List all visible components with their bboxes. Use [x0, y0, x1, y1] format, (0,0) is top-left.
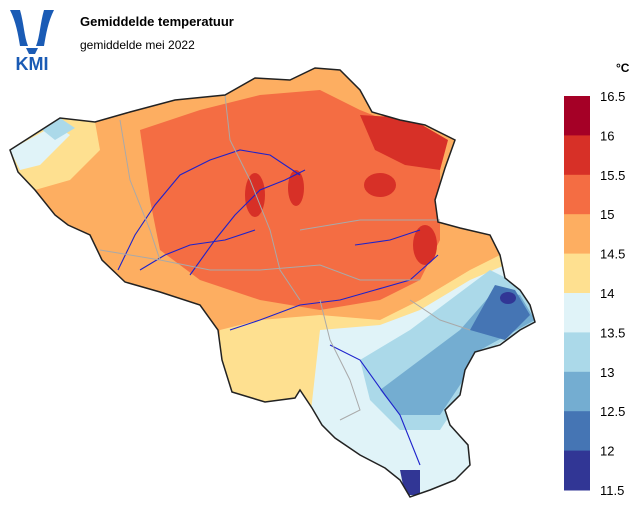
legend-tick-label: 12 — [600, 444, 614, 459]
legend-tick-label: 13 — [600, 365, 614, 380]
legend-unit: °C — [616, 61, 630, 75]
legend-swatch — [564, 450, 590, 491]
legend-tick-label: 14.5 — [600, 247, 625, 262]
rivers — [117, 149, 439, 466]
legend-tick-label: 14 — [600, 286, 614, 301]
legend-tick-label: 16.5 — [600, 89, 625, 104]
legend-tick-label: 15.5 — [600, 168, 625, 183]
legend-swatch — [564, 253, 590, 294]
map-title: Gemiddelde temperatuur — [80, 14, 234, 29]
kmi-logo: KMI — [10, 10, 54, 72]
legend-swatch — [564, 174, 590, 215]
legend-swatch — [564, 411, 590, 452]
legend-tick-label: 16 — [600, 128, 614, 143]
legend-tick-label: 15 — [600, 207, 614, 222]
legend-swatch — [564, 332, 590, 373]
legend-tick-label: 11.5 — [600, 483, 624, 498]
logo-text: KMI — [16, 54, 49, 72]
legend-swatch — [564, 371, 590, 412]
legend-swatch — [564, 96, 590, 136]
legend-swatch — [564, 214, 590, 255]
legend-swatch — [564, 293, 590, 333]
legend-swatch — [564, 135, 590, 176]
map-subtitle: gemiddelde mei 2022 — [80, 38, 195, 52]
legend-tick-label: 13.5 — [600, 325, 625, 340]
province-borders — [99, 94, 471, 421]
legend-tick-label: 12.5 — [600, 404, 625, 419]
